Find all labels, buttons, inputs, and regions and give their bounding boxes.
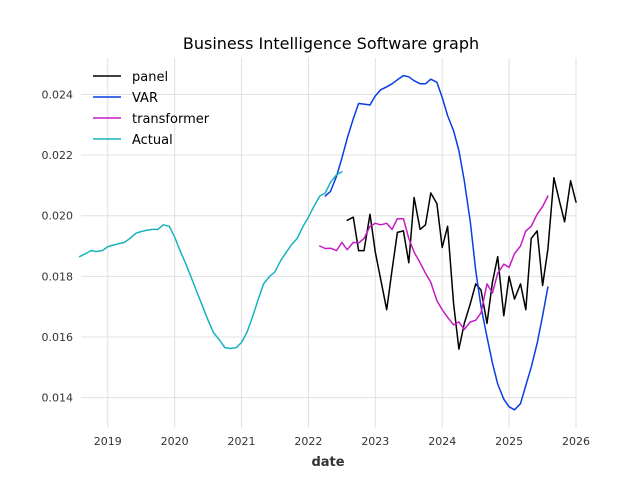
x-axis-ticks: 2019 2020 2021 2022 2023 2024 2025 2026	[94, 435, 590, 448]
x-tick-label: 2020	[161, 435, 189, 448]
x-tick-label: 2026	[562, 435, 590, 448]
series-line-panel	[346, 177, 577, 350]
x-tick-label: 2024	[428, 435, 456, 448]
legend-label-panel: panel	[132, 70, 168, 85]
x-tick-label: 2023	[361, 435, 389, 448]
y-tick-label: 0.020	[42, 210, 74, 223]
x-axis-label: date	[311, 455, 344, 470]
y-tick-label: 0.022	[42, 149, 74, 162]
x-tick-label: 2021	[228, 435, 256, 448]
legend-label-transformer: transformer	[132, 112, 210, 127]
x-tick-label: 2025	[495, 435, 523, 448]
y-axis-ticks: 0.014 0.016 0.018 0.020 0.022 0.024	[42, 88, 74, 404]
series-line-var	[324, 74, 549, 411]
y-tick-label: 0.018	[42, 270, 74, 283]
series-line-transformer	[319, 195, 549, 331]
series-layer	[78, 74, 577, 411]
x-tick-label: 2019	[94, 435, 122, 448]
legend-label-actual: Actual	[132, 133, 173, 148]
legend: panel VAR transformer Actual	[93, 70, 210, 148]
chart-title: Business Intelligence Software graph	[183, 34, 479, 53]
legend-label-var: VAR	[132, 91, 158, 106]
series-line-actual	[78, 170, 343, 350]
y-tick-label: 0.014	[42, 392, 74, 405]
y-tick-label: 0.016	[42, 331, 74, 344]
x-tick-label: 2022	[294, 435, 322, 448]
y-tick-label: 0.024	[42, 88, 74, 101]
